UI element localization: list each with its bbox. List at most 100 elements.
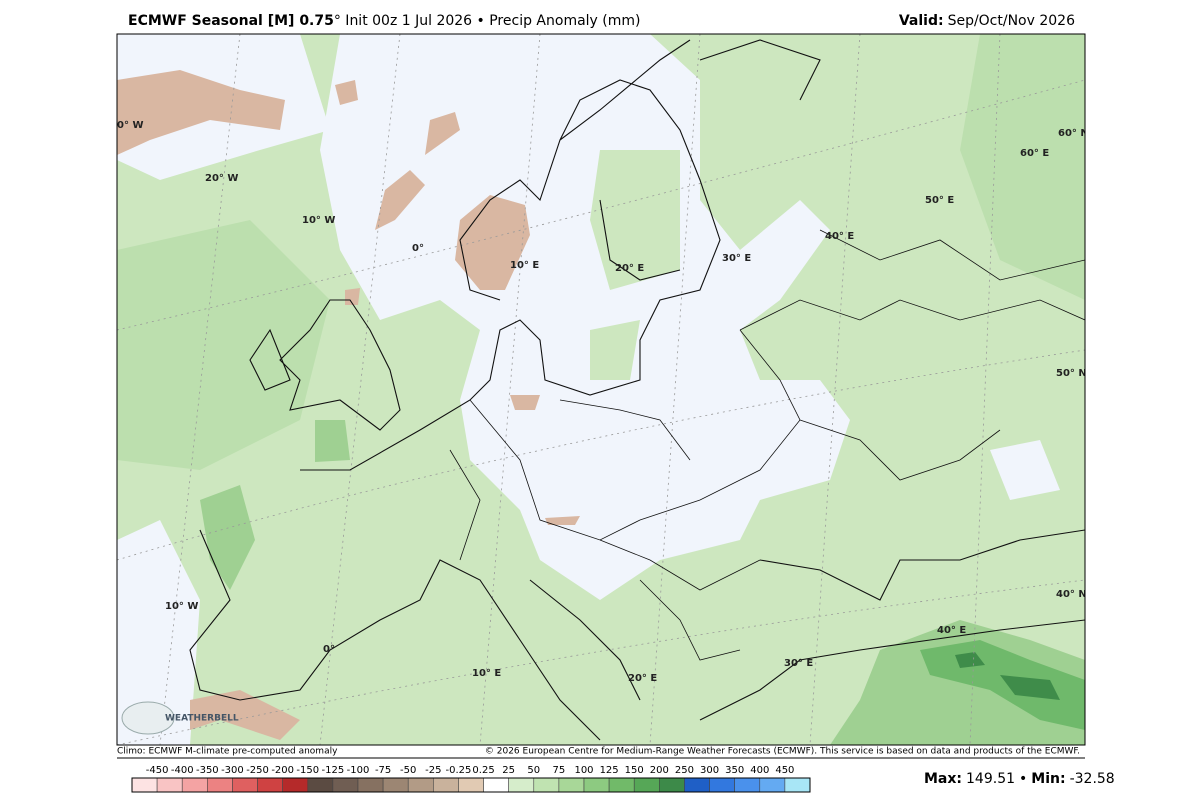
- stats: Max: 149.51 • Min: -32.58: [924, 771, 1115, 787]
- graticule-label: 40° E: [937, 625, 966, 636]
- colorbar: -450 -400 -350 -300 -250 -200 -150 -125 -100 -75-…: [131, 765, 811, 793]
- colorbar-label: -75: [375, 765, 391, 776]
- positive-anomaly: [200, 420, 1085, 745]
- colorbar-swatch: [332, 777, 359, 793]
- colorbar-label: 200: [650, 765, 669, 776]
- logo-text: WEATHERBELL: [165, 714, 239, 724]
- footer-left: Climo: ECMWF M-climate pre-computed anom…: [117, 747, 338, 757]
- colorbar-label: 75: [553, 765, 566, 776]
- map-frame: [116, 33, 1086, 746]
- title-rest: ° Init 00z 1 Jul 2026 • Precip Anomaly (…: [334, 13, 641, 29]
- valid: Valid: Sep/Oct/Nov 2026: [899, 13, 1075, 29]
- colorbar-label: -250: [246, 765, 269, 776]
- colorbar-label: -450: [146, 765, 169, 776]
- colorbar-swatch: [659, 777, 685, 793]
- colorbar-label: -350: [196, 765, 219, 776]
- colorbar-swatch: [759, 777, 786, 793]
- graticule-label: 10° E: [472, 668, 501, 679]
- min-value: -32.58: [1070, 771, 1115, 787]
- colorbar-swatch: [558, 777, 585, 793]
- pale-area: [320, 34, 850, 600]
- colorbar-swatch: [382, 777, 409, 793]
- colorbar-swatch: [307, 777, 334, 793]
- graticule-label: 60° E: [1020, 148, 1049, 159]
- colorbar-label: -300: [221, 765, 244, 776]
- negative-anomaly: [117, 70, 580, 740]
- green-area: [590, 150, 680, 380]
- colorbar-swatch: [508, 777, 535, 793]
- colorbar-swatch: [433, 777, 459, 793]
- graticule-label: 40° E: [825, 231, 854, 242]
- colorbar-swatch: [207, 777, 233, 793]
- colorbar-swatch: [734, 777, 761, 793]
- colorbar-label: 50: [527, 765, 540, 776]
- graticule-label: 10° W: [302, 215, 335, 226]
- colorbar-label: 25: [502, 765, 515, 776]
- min-label: Min:: [1031, 771, 1065, 787]
- graticule-label: 50° N: [1056, 368, 1087, 379]
- footer-right: © 2026 European Centre for Medium-Range …: [485, 747, 1080, 757]
- colorbar-label: 250: [675, 765, 694, 776]
- colorbar-swatch: [533, 777, 560, 793]
- shade: [117, 34, 1085, 470]
- graticule-label: 0°: [412, 243, 424, 254]
- title: ECMWF Seasonal [M] 0.75° Init 00z 1 Jul …: [128, 13, 640, 29]
- borders: [449, 229, 1085, 661]
- graticule-label: 20° W: [205, 173, 238, 184]
- colorbar-label: -25: [425, 765, 441, 776]
- colorbar-swatch: [608, 777, 635, 793]
- colorbar-swatch: [483, 777, 509, 793]
- colorbar-swatch: [282, 777, 309, 793]
- colorbar-swatch: [684, 777, 710, 793]
- colorbar-label: 125: [600, 765, 619, 776]
- colorbar-swatch: [131, 777, 158, 793]
- colorbar-label: -100: [347, 765, 370, 776]
- colorbar-label: -50: [400, 765, 416, 776]
- graticule-label: 30° E: [722, 253, 751, 264]
- map: WEATHERBELL 0° W 20° W 10° W 0° 10° E 20° E 30…: [117, 34, 1089, 745]
- colorbar-swatch: [357, 777, 384, 793]
- colorbar-frame: [131, 777, 811, 793]
- colorbar-swatch: [407, 777, 434, 793]
- graticule-label: 20° E: [615, 263, 644, 274]
- max-label: Max:: [924, 771, 962, 787]
- colorbar-label: 0.25: [472, 765, 494, 776]
- logo: WEATHERBELL: [121, 701, 239, 735]
- graticule-label: 0°: [323, 644, 335, 655]
- colorbar-label: -125: [322, 765, 345, 776]
- valid-value: Sep/Oct/Nov 2026: [948, 13, 1076, 29]
- colorbar-swatch: [784, 777, 811, 793]
- max-value: 149.51: [966, 771, 1015, 787]
- colorbar-label: 350: [725, 765, 744, 776]
- graticule-label: 0° W: [117, 120, 143, 131]
- separator: •: [1019, 771, 1027, 787]
- colorbar-swatch: [583, 777, 610, 793]
- colorbar-swatch: [232, 777, 258, 793]
- graticule-label: 50° E: [925, 195, 954, 206]
- colorbar-swatch: [709, 777, 735, 793]
- graticule: [117, 34, 1085, 745]
- graticule-label: 40° N: [1056, 589, 1087, 600]
- positive-anomaly-max: [955, 652, 1060, 700]
- colorbar-swatch: [458, 777, 484, 793]
- colorbar-label: 100: [574, 765, 593, 776]
- colorbar-label: -200: [271, 765, 294, 776]
- colorbar-label: 300: [700, 765, 719, 776]
- graticule-label: 10° W: [165, 601, 198, 612]
- graticule-label: 60° N: [1058, 128, 1089, 139]
- colorbar-swatch: [181, 777, 208, 793]
- valid-label: Valid:: [899, 13, 944, 29]
- colorbar-label: -400: [171, 765, 194, 776]
- colorbar-swatch: [257, 777, 283, 793]
- colorbar-label: 150: [625, 765, 644, 776]
- colorbar-label: -0.25: [446, 765, 472, 776]
- graticule-label: 10° E: [510, 260, 539, 271]
- coastline: [189, 39, 1085, 741]
- colorbar-swatch: [633, 777, 660, 793]
- colorbar-label: 400: [750, 765, 769, 776]
- title-bold: ECMWF Seasonal [M] 0.75: [128, 13, 334, 29]
- colorbar-label: 450: [775, 765, 794, 776]
- colorbar-label: -150: [296, 765, 319, 776]
